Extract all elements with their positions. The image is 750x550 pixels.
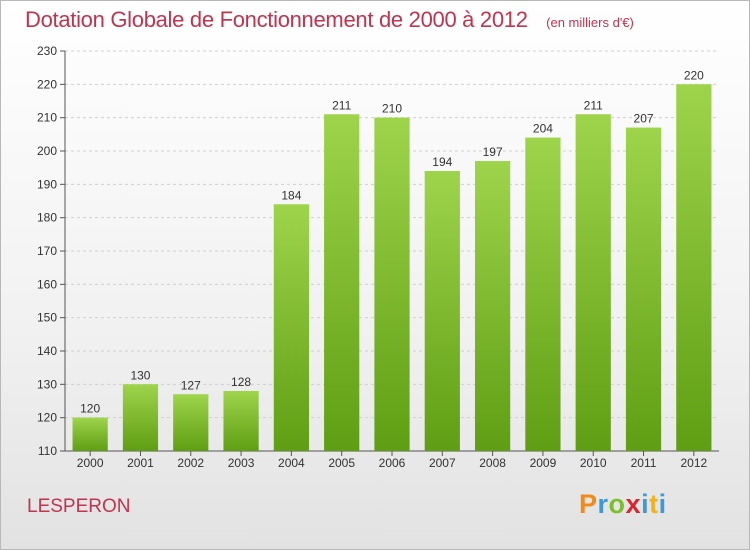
bar-highlight — [273, 204, 309, 207]
bar — [173, 394, 209, 451]
bar-highlight — [374, 117, 410, 120]
x-tick-label: 2011 — [631, 456, 657, 470]
y-tick-label: 170 — [37, 244, 57, 258]
bar — [374, 117, 410, 452]
y-tick-label: 180 — [37, 211, 57, 225]
bar-highlight — [424, 171, 460, 173]
x-tick-label: 2001 — [127, 456, 154, 470]
data-label: 220 — [684, 68, 704, 82]
bar-highlight — [324, 114, 360, 117]
proxiti-logo: Proxiti — [579, 489, 667, 519]
x-tick-label: 2010 — [580, 456, 607, 470]
bar-highlight — [173, 394, 209, 397]
bar — [525, 137, 561, 451]
bar-highlight — [676, 84, 712, 87]
bar-highlight — [72, 417, 108, 420]
data-label: 197 — [483, 145, 503, 159]
x-tick-label: 2000 — [77, 456, 104, 470]
x-tick-label: 2009 — [530, 456, 557, 470]
bar — [72, 417, 108, 451]
x-tick-label: 2003 — [228, 456, 255, 470]
y-tick-label: 210 — [37, 111, 57, 125]
y-tick-label: 200 — [37, 144, 57, 158]
bar-highlight — [575, 114, 611, 117]
data-label: 127 — [181, 378, 201, 392]
bar-highlight — [122, 384, 159, 387]
bar — [575, 114, 611, 451]
bar-highlight — [625, 127, 662, 130]
bar-highlight — [525, 137, 561, 140]
bars — [72, 84, 712, 452]
data-label: 120 — [80, 402, 100, 416]
bar — [424, 171, 460, 451]
x-tick-label: 2004 — [278, 456, 305, 470]
data-label: 194 — [432, 155, 452, 169]
y-tick-label: 110 — [38, 444, 57, 458]
bar — [223, 391, 259, 451]
data-label: 204 — [533, 122, 553, 136]
x-tick-label: 2002 — [177, 456, 204, 470]
data-label: 211 — [332, 98, 351, 112]
x-tick-label: 2006 — [379, 456, 406, 470]
labels: 110 120 130 140 150 160 170 180 190 200 210 220 230 1… — [37, 44, 708, 470]
bar — [676, 84, 712, 451]
chart-unit: (en milliers d'€) — [546, 15, 634, 30]
y-tick-label: 160 — [37, 277, 57, 291]
y-tick-label: 190 — [37, 177, 57, 191]
bar — [475, 161, 511, 451]
data-label: 128 — [231, 375, 251, 389]
y-tick-label: 120 — [37, 411, 57, 425]
data-label: 211 — [584, 98, 603, 112]
x-tick-label: 2012 — [680, 456, 707, 470]
y-tick-label: 140 — [37, 344, 57, 358]
y-tick-label: 220 — [37, 77, 57, 91]
x-tick-label: 2005 — [328, 456, 355, 470]
bar-highlight — [475, 161, 511, 163]
chart-title: Dotation Globale de Fonctionnement de 20… — [25, 7, 528, 32]
bar — [122, 384, 159, 451]
x-tick-label: 2008 — [479, 456, 506, 470]
y-tick-label: 150 — [37, 311, 57, 325]
bar — [273, 204, 309, 451]
bar-highlight — [223, 391, 259, 393]
y-tick-label: 230 — [37, 44, 57, 58]
commune-name: LESPERON — [27, 496, 131, 517]
data-label: 184 — [281, 188, 301, 202]
x-tick-label: 2007 — [429, 456, 456, 470]
data-label: 210 — [382, 102, 402, 116]
bar — [625, 127, 662, 452]
data-label: 207 — [634, 112, 654, 126]
data-label: 130 — [130, 368, 150, 382]
bar — [324, 114, 360, 451]
title-block: Dotation Globale de Fonctionnement de 20… — [25, 7, 634, 33]
y-tick-label: 130 — [37, 377, 57, 391]
